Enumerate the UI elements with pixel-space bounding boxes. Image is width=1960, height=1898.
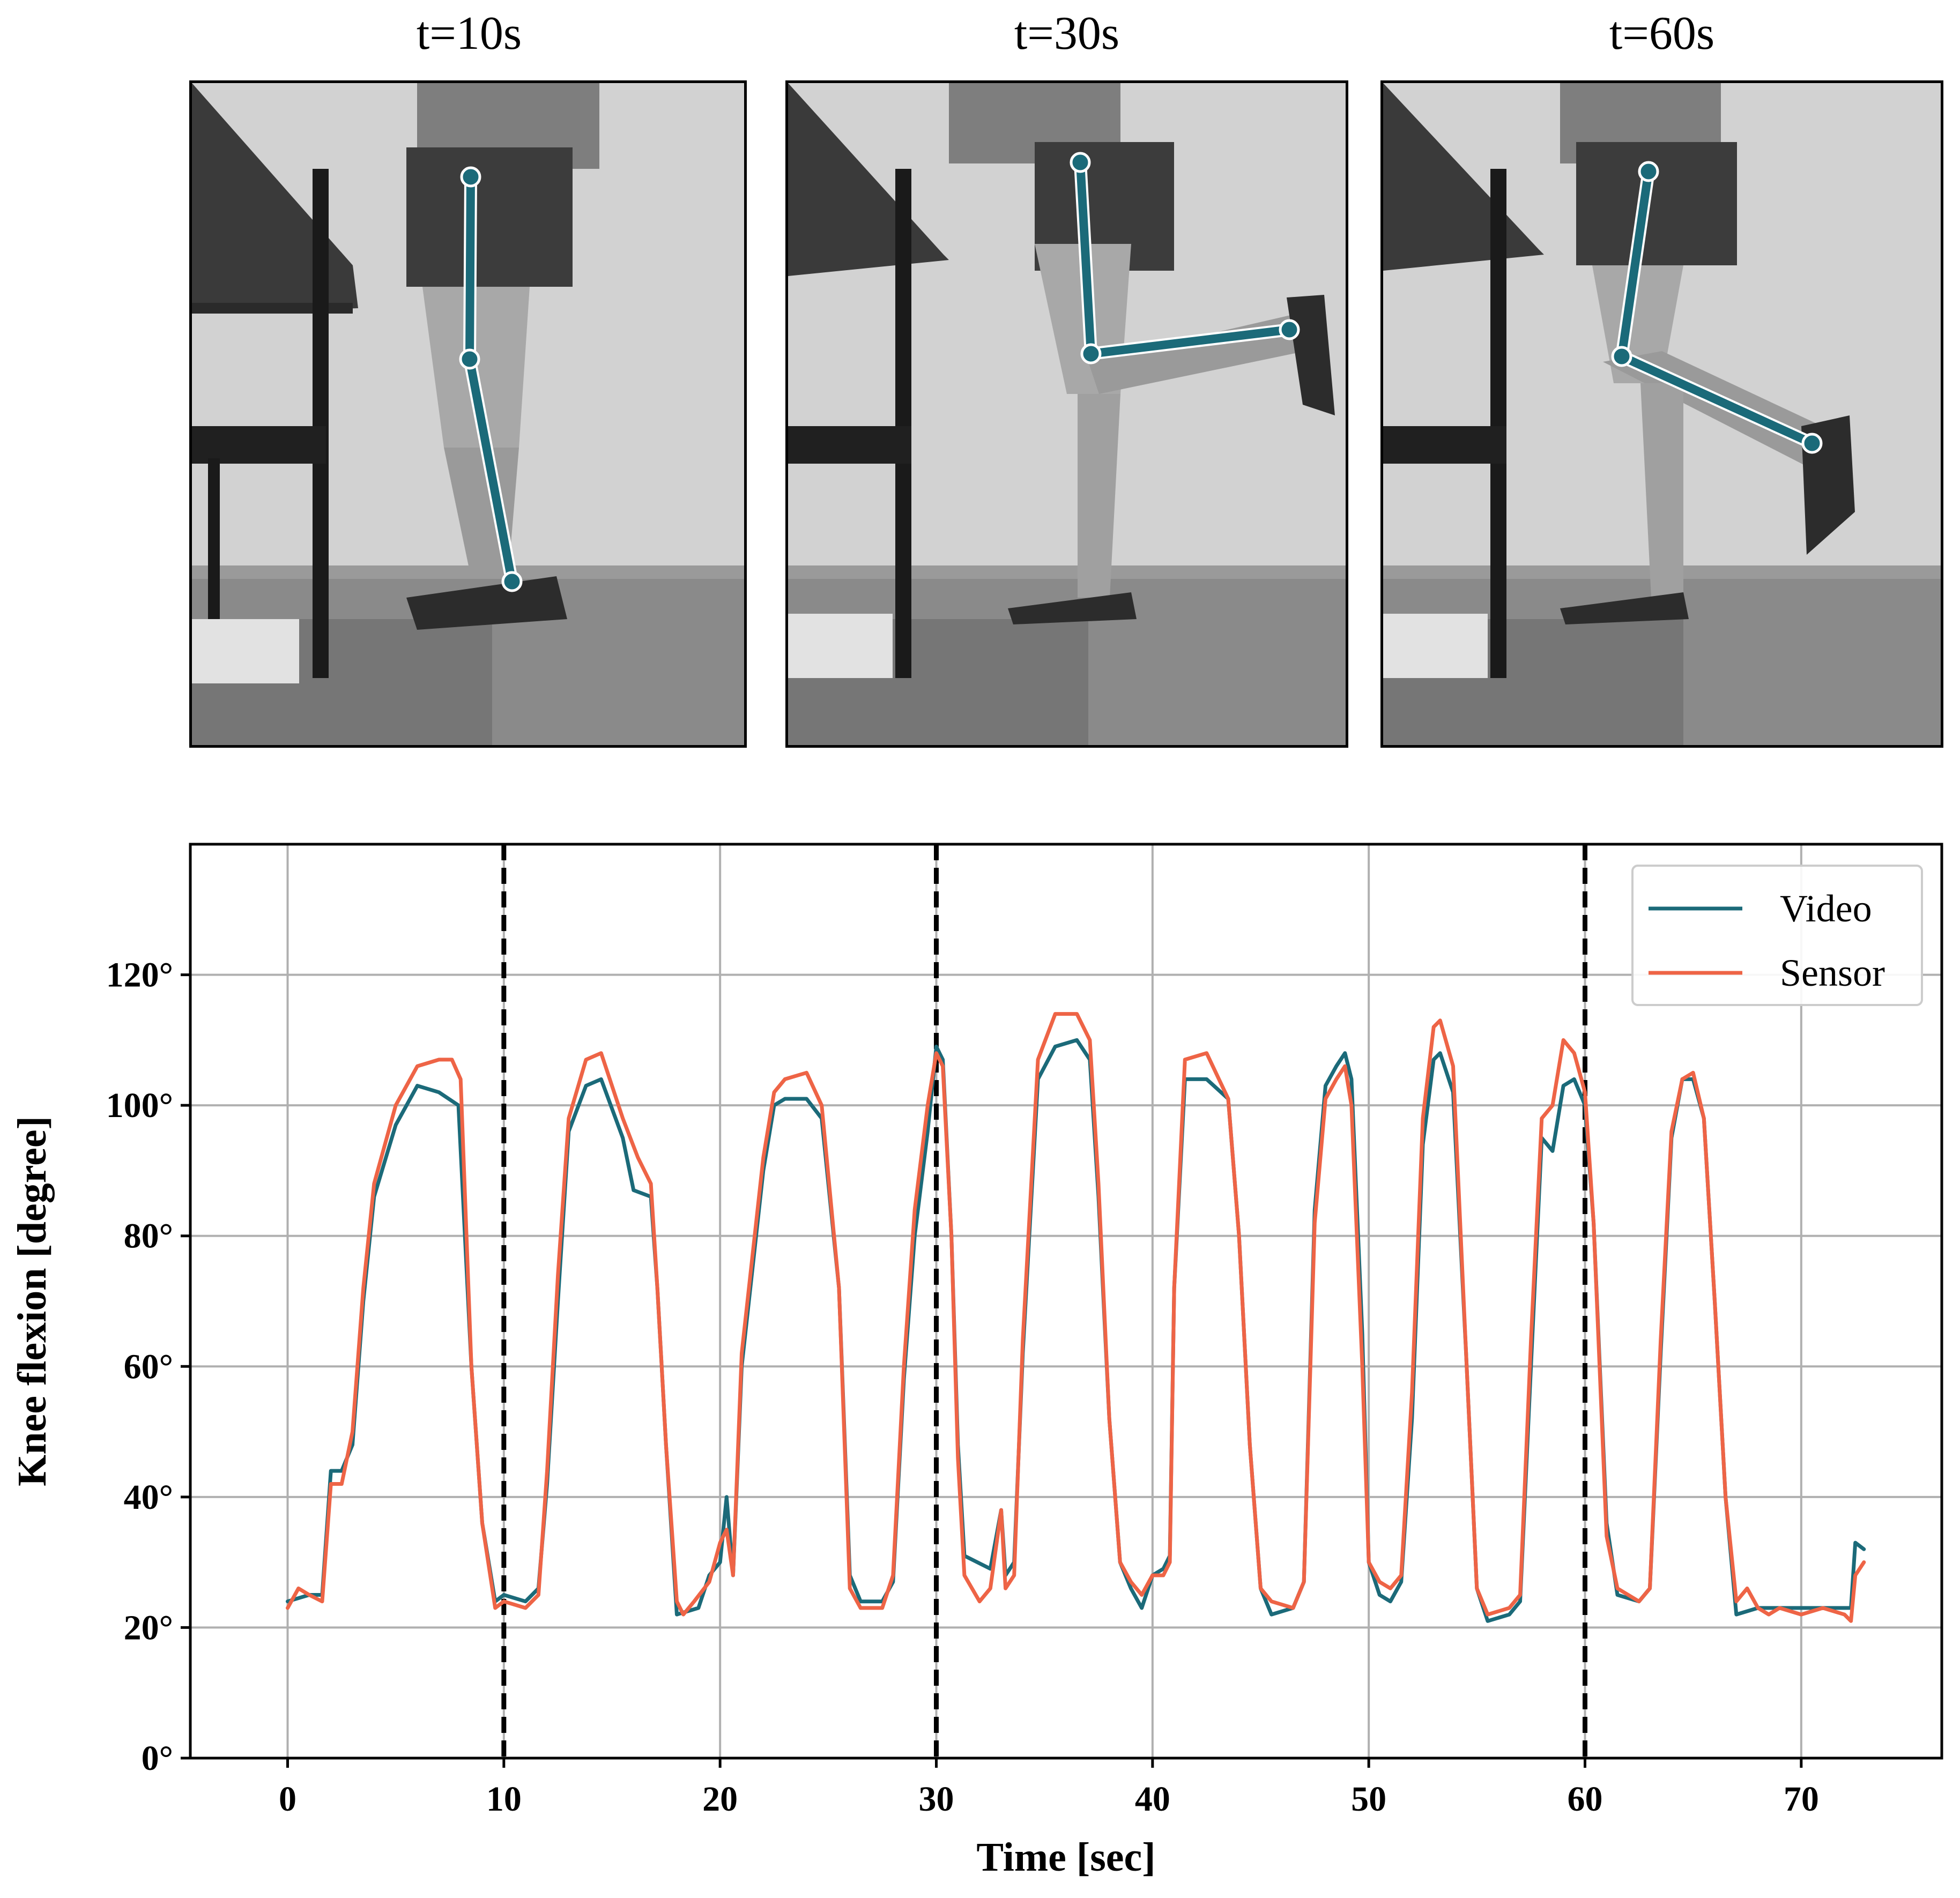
x-tick-label: 50 bbox=[1351, 1780, 1386, 1819]
panel-title-1: t=10s bbox=[416, 8, 522, 59]
x-tick-label: 20 bbox=[702, 1780, 738, 1819]
photo-panel-standing bbox=[189, 80, 747, 748]
x-tick-label: 0 bbox=[279, 1780, 296, 1819]
y-ticks: 0° 20° 40° 60° 80° 100° 120° bbox=[106, 956, 190, 1778]
legend-label-sensor: Sensor bbox=[1780, 951, 1885, 994]
photo-panel-flexed-diagonal bbox=[1380, 80, 1943, 748]
series-lines bbox=[286, 1012, 1866, 1623]
y-tick-label: 100° bbox=[106, 1086, 173, 1125]
knee-flexion-chart: 0 10 20 30 40 50 60 70 0° 20° 40° 60° 80° 100° 120° T… bbox=[10, 843, 1943, 1880]
panel-title-2: t=30s bbox=[1014, 8, 1120, 59]
plot-frame bbox=[189, 843, 1943, 1760]
legend: Video Sensor bbox=[1631, 865, 1923, 1006]
y-tick-label: 80° bbox=[124, 1217, 173, 1256]
y-tick-label: 60° bbox=[124, 1347, 173, 1386]
panel-title-3: t=60s bbox=[1609, 8, 1715, 59]
legend-label-video: Video bbox=[1780, 887, 1872, 930]
y-tick-label: 40° bbox=[124, 1478, 173, 1517]
event-markers bbox=[501, 844, 1587, 1758]
x-tick-label: 70 bbox=[1784, 1780, 1819, 1819]
x-tick-label: 10 bbox=[486, 1780, 522, 1819]
x-axis-label: Time [sec] bbox=[976, 1835, 1155, 1880]
series-line-video bbox=[286, 1038, 1866, 1623]
y-tick-label: 120° bbox=[106, 956, 173, 995]
legend-box bbox=[1631, 865, 1923, 1006]
y-tick-label: 20° bbox=[124, 1608, 173, 1647]
x-tick-label: 40 bbox=[1135, 1780, 1170, 1819]
photo-panel-flexed-horizontal bbox=[785, 80, 1348, 748]
x-tick-label: 60 bbox=[1568, 1780, 1603, 1819]
y-tick-label: 0° bbox=[142, 1739, 173, 1778]
x-tick-label: 30 bbox=[919, 1780, 954, 1819]
x-ticks: 0 10 20 30 40 50 60 70 bbox=[279, 1758, 1819, 1819]
series-line-sensor bbox=[286, 1012, 1866, 1623]
y-axis-label: Knee flexion [degree] bbox=[10, 1116, 55, 1486]
